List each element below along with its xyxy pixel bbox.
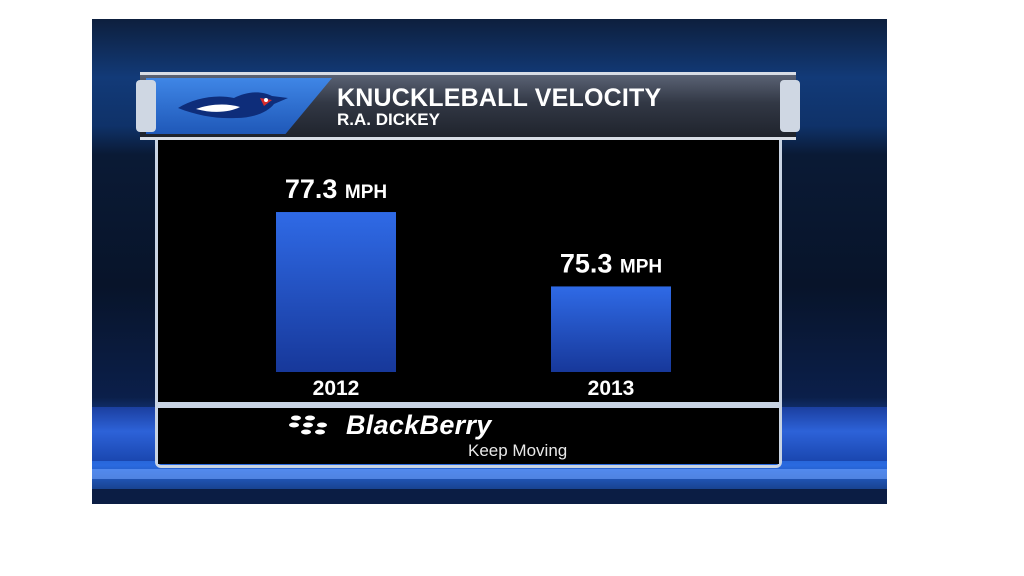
chart-area: 77.3 MPH 2012 75.3 MPH 2013 bbox=[158, 140, 779, 402]
panel-divider bbox=[155, 402, 782, 408]
sponsor-footer: BlackBerry Keep Moving bbox=[158, 408, 779, 464]
sponsor-tagline: Keep Moving bbox=[468, 441, 568, 460]
category-label-2013: 2013 bbox=[588, 377, 635, 400]
header-endcap-left bbox=[136, 80, 156, 132]
header-endcap-right bbox=[780, 80, 800, 132]
category-label-2012: 2012 bbox=[313, 377, 360, 400]
sponsor-name: BlackBerry bbox=[346, 410, 492, 440]
blue-jays-bird-icon bbox=[178, 92, 288, 119]
bar-2013 bbox=[551, 286, 671, 372]
value-label-2013: 75.3 MPH bbox=[560, 248, 662, 278]
graphic-panel-border bbox=[155, 138, 782, 468]
player-name: R.A. DICKEY bbox=[337, 110, 440, 129]
bar-2012 bbox=[276, 212, 396, 372]
background-glow bbox=[92, 469, 887, 479]
value-label-2012: 77.3 MPH bbox=[285, 174, 387, 204]
blackberry-dots-icon bbox=[289, 415, 327, 435]
background-band-bottom bbox=[92, 489, 887, 504]
graphic-title: KNUCKLEBALL VELOCITY bbox=[337, 84, 662, 112]
bar-chart: 77.3 MPH 2012 75.3 MPH 2013 bbox=[276, 174, 671, 400]
graphic-header: KNUCKLEBALL VELOCITY R.A. DICKEY bbox=[136, 72, 800, 140]
